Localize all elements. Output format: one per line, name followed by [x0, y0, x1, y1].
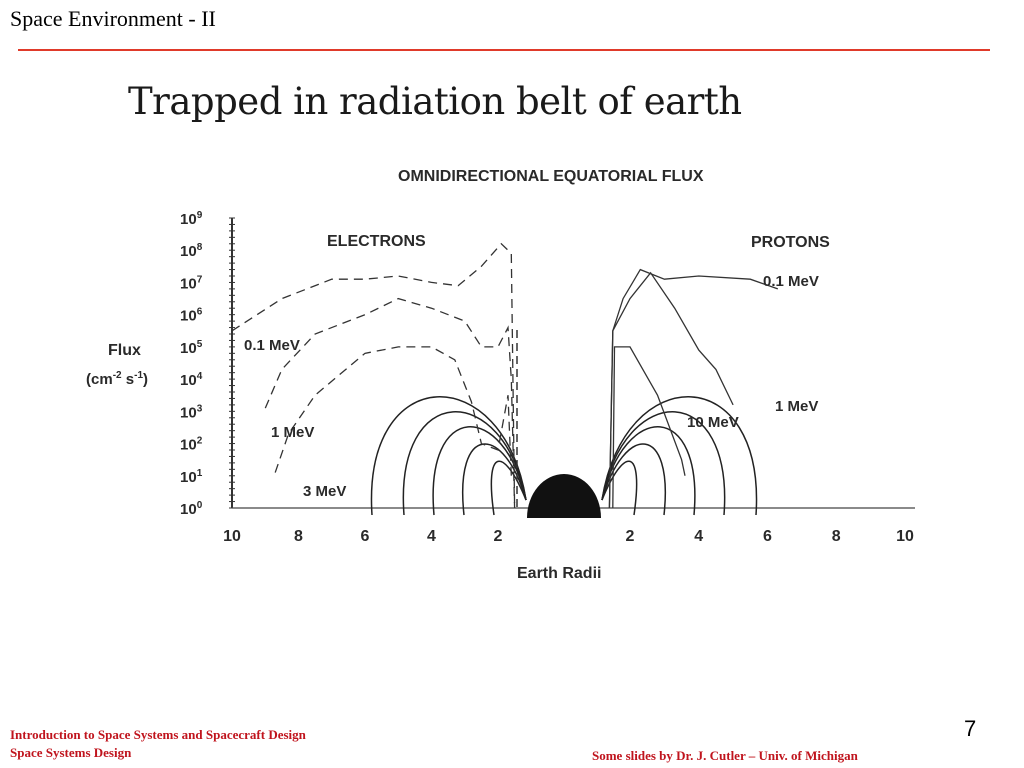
y-tick-label: 109	[180, 210, 203, 228]
y-tick-label: 101	[180, 468, 203, 486]
y-axis-label: Flux	[108, 342, 141, 359]
footer-course-line-1: Introduction to Space Systems and Spacec…	[10, 727, 306, 742]
x-tick-label-right: 6	[763, 528, 772, 545]
series-line-right-2	[612, 346, 686, 509]
title-divider	[18, 49, 990, 51]
field-line-right	[601, 411, 726, 516]
slide-title: Space Environment - II	[10, 6, 216, 31]
chart-labels: OMNIDIRECTIONAL EQUATORIAL FLUX ELECTRON…	[86, 168, 830, 582]
x-tick-label-left: 6	[361, 528, 370, 545]
legend-electrons: ELECTRONS	[327, 233, 426, 250]
magnetic-field-lines	[370, 396, 758, 518]
series-line-left-0	[231, 242, 516, 509]
field-line-left	[432, 426, 527, 516]
y-units-exp-1: -2	[113, 370, 122, 381]
footer-course: Introduction to Space Systems and Spacec…	[10, 726, 306, 762]
y-units-part-2: s	[122, 371, 135, 388]
y-tick-label: 102	[180, 436, 203, 454]
x-tick-label-right: 8	[832, 528, 841, 545]
series-label-protons-10mev: 10 MeV	[687, 414, 739, 431]
y-units-part-3: )	[143, 371, 148, 388]
field-line-right	[601, 460, 638, 516]
series-label-electrons-1mev: 1 MeV	[271, 424, 314, 441]
x-axis-label: Earth Radii	[517, 565, 601, 582]
chart-title: OMNIDIRECTIONAL EQUATORIAL FLUX	[398, 168, 704, 185]
x-tick-label-right: 2	[626, 528, 635, 545]
legend-protons: PROTONS	[751, 234, 830, 251]
x-tick-label-left: 8	[294, 528, 303, 545]
field-line-right	[601, 426, 696, 516]
y-tick-label: 105	[180, 339, 203, 357]
series-label-electrons-0-1mev: 0.1 MeV	[244, 337, 300, 354]
series-label-protons-1mev: 1 MeV	[775, 398, 818, 415]
field-line-right	[601, 443, 666, 516]
y-axis-units: (cm-2 s-1)	[86, 370, 148, 388]
series-line-right-1	[608, 271, 734, 509]
figure-title: Trapped in radiation belt of earth	[128, 80, 742, 123]
field-line-left	[370, 396, 527, 516]
series-layer	[231, 242, 779, 509]
footer-course-line-2: Space Systems Design	[10, 745, 132, 760]
x-tick-label-left: 4	[427, 528, 436, 545]
earth-icon	[527, 474, 601, 518]
y-tick-label: 100	[180, 500, 203, 518]
y-units-exp-2: -1	[134, 370, 143, 381]
series-label-electrons-3mev: 3 MeV	[303, 483, 346, 500]
page-number: 7	[964, 716, 977, 741]
y-units-part-1: (cm	[86, 371, 113, 388]
field-line-left	[490, 460, 527, 516]
y-tick-label: 103	[180, 403, 203, 421]
footer-credit: Some slides by Dr. J. Cutler – Univ. of …	[592, 748, 858, 763]
y-tick-label: 108	[180, 242, 203, 260]
field-line-right	[601, 396, 758, 516]
x-tick-label-right: 10	[896, 528, 914, 545]
x-tick-label-left: 2	[494, 528, 503, 545]
y-tick-label: 104	[180, 371, 203, 389]
series-label-protons-0-1mev: 0.1 MeV	[763, 273, 819, 290]
y-tick-label: 106	[180, 307, 203, 325]
x-tick-label-right: 4	[694, 528, 703, 545]
y-tick-label: 107	[180, 274, 203, 292]
series-line-left-1	[264, 297, 516, 509]
x-tick-label-left: 10	[223, 528, 241, 545]
series-line-left-2	[274, 346, 512, 476]
